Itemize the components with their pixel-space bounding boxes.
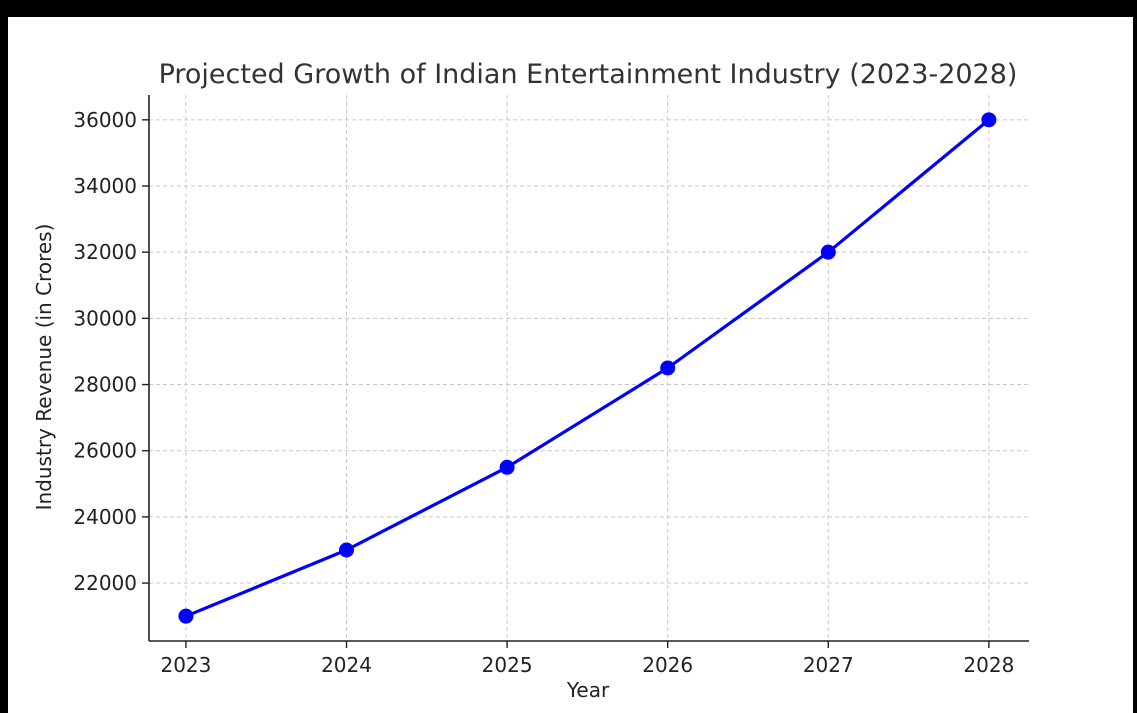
x-tick-label: 2028 — [963, 653, 1014, 677]
y-tick-label: 30000 — [73, 306, 137, 330]
line-chart: 22000 24000 26000 28000 30000 32000 34000 36000… — [32, 59, 1029, 702]
y-tick-label: 26000 — [73, 439, 137, 463]
y-axis-label: Industry Revenue (in Crores) — [32, 224, 56, 511]
chart-title: Projected Growth of Indian Entertainment… — [159, 59, 1018, 90]
data-point — [820, 244, 836, 260]
tick-marks: 22000 24000 26000 28000 30000 32000 34000 36000… — [73, 108, 1014, 677]
grid-lines — [149, 95, 1029, 641]
series-layer — [178, 112, 997, 624]
data-point — [981, 112, 997, 128]
data-point — [499, 459, 515, 475]
data-point — [339, 542, 355, 558]
data-point — [660, 360, 676, 376]
data-point — [178, 608, 194, 624]
y-tick-label: 24000 — [73, 505, 137, 529]
series-line — [185, 118, 990, 618]
x-tick-label: 2023 — [160, 653, 211, 677]
chart-canvas: 22000 24000 26000 28000 30000 32000 34000 36000… — [8, 17, 1133, 713]
y-tick-label: 34000 — [73, 174, 137, 198]
x-tick-label: 2025 — [482, 653, 533, 677]
y-tick-label: 32000 — [73, 240, 137, 264]
x-tick-label: 2027 — [803, 653, 854, 677]
x-axis-label: Year — [566, 678, 610, 702]
x-tick-label: 2024 — [321, 653, 372, 677]
x-tick-label: 2026 — [642, 653, 693, 677]
y-tick-label: 28000 — [73, 373, 137, 397]
y-tick-label: 36000 — [73, 108, 137, 132]
y-tick-label: 22000 — [73, 571, 137, 595]
axes — [148, 95, 1029, 642]
